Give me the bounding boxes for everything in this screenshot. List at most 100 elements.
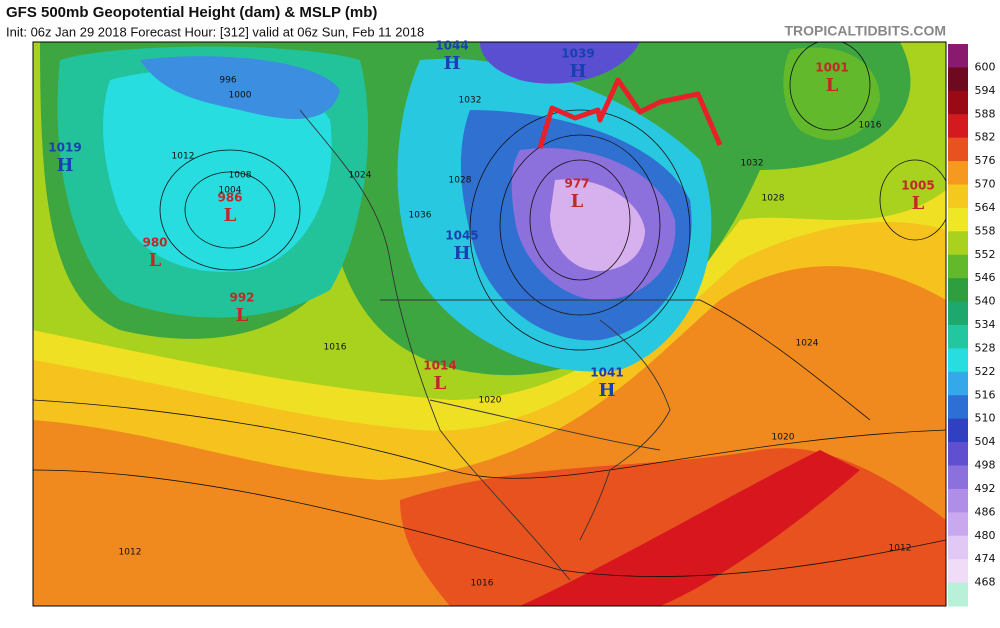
isobar-label: 1008 <box>229 171 252 181</box>
colorbar-bin <box>948 465 968 490</box>
colorbar-bin <box>948 535 968 560</box>
isobar-label: 1024 <box>796 339 819 349</box>
colorbar-bin <box>948 90 968 115</box>
colorbar-bin <box>948 301 968 326</box>
isobar <box>529 159 631 281</box>
colorbar-label: 516 <box>975 388 996 401</box>
colorbar-bin <box>948 231 968 256</box>
colorbar-bin <box>948 254 968 279</box>
colorbar-bin <box>948 442 968 466</box>
colorbar: 600 594 588 582 576 570 564 558 552 546 540 534 528 5… <box>948 44 996 607</box>
isobar-labels: 1012 1008 1004 1000 996 1016 1024 1028 1032 1036 1… <box>119 76 912 589</box>
colorbar-label: 588 <box>975 107 996 120</box>
colorbar-bin <box>948 512 968 537</box>
colorbar-label: 600 <box>975 60 996 73</box>
colorbar-bin <box>948 418 968 443</box>
isobar-label: 1016 <box>324 343 347 353</box>
colorbar-label: 552 <box>975 248 996 261</box>
colorbar-bin <box>948 184 968 209</box>
isobar-label: 1028 <box>762 194 785 204</box>
coastline <box>579 319 671 541</box>
isobar-label: 1032 <box>741 159 764 169</box>
center-value: 1001 <box>815 61 848 75</box>
center-value: 992 <box>229 291 254 305</box>
map-frame <box>32 41 947 607</box>
site-name: TROPICALTIDBITS.COM <box>784 23 946 39</box>
title: GFS 500mb Geopotential Height (dam) & MS… <box>6 4 377 21</box>
colorbar-bin <box>948 161 968 185</box>
colorbar-label: 558 <box>975 224 996 237</box>
colorbar-bin <box>948 488 968 513</box>
center-value: 980 <box>142 236 167 250</box>
colorbar-label: 582 <box>975 131 996 144</box>
isobar-label: 996 <box>219 76 236 86</box>
isobar <box>789 42 871 131</box>
isobar <box>184 171 276 249</box>
isobar <box>499 134 661 316</box>
colorbar-bin <box>948 137 968 162</box>
isobar-label: 1028 <box>449 176 472 186</box>
colorbar-label: 486 <box>975 505 996 518</box>
field-558 <box>783 47 880 140</box>
colorbar-bin <box>948 371 968 396</box>
colorbar-label: 474 <box>975 552 996 565</box>
colorbar-bin <box>948 582 968 607</box>
colorbar-label: 480 <box>975 529 996 542</box>
center-value: 1019 <box>48 141 81 155</box>
map <box>33 42 946 606</box>
colorbar-label: 510 <box>975 412 996 425</box>
field-510 <box>480 42 640 84</box>
center-value: 1041 <box>590 366 623 380</box>
center-letter: L <box>224 205 237 226</box>
isobar-label: 1012 <box>172 152 195 162</box>
colorbar-label: 498 <box>975 459 996 472</box>
isobar <box>33 399 946 479</box>
colorbar-label: 528 <box>975 341 996 354</box>
center-value: 977 <box>564 177 589 191</box>
center-value: 1044 <box>435 39 468 53</box>
isobar-label: 1012 <box>889 544 912 554</box>
coastline <box>299 109 571 581</box>
isobar-label: 1004 <box>219 186 242 196</box>
isobar <box>469 109 691 351</box>
center-letter: H <box>453 243 470 264</box>
colorbar-bin <box>948 559 968 584</box>
center-letter: H <box>56 155 73 176</box>
colorbar-bin <box>948 67 968 92</box>
center-letter: L <box>236 305 249 326</box>
border <box>380 299 700 451</box>
colorbar-bin <box>948 44 968 68</box>
center-letter: L <box>434 373 447 394</box>
colorbar-bin <box>948 348 968 373</box>
colorbar-bin <box>948 207 968 232</box>
isobar-label: 1036 <box>409 211 432 221</box>
colorbar-label: 522 <box>975 365 996 378</box>
colorbar-label: 546 <box>975 271 996 284</box>
center-letter: L <box>912 193 925 214</box>
center-letter: H <box>443 53 460 74</box>
center-value: 1014 <box>423 359 456 373</box>
isobar-label: 1020 <box>479 396 502 406</box>
isobar-label: 1024 <box>349 171 372 181</box>
subtitle: Init: 06z Jan 29 2018 Forecast Hour: [31… <box>6 24 424 39</box>
isobars <box>33 42 946 577</box>
center-value: 1045 <box>445 229 478 243</box>
center-letter: L <box>149 250 162 271</box>
center-value: 1005 <box>901 179 934 193</box>
colorbar-label: 504 <box>975 435 996 448</box>
colorbar-label: 492 <box>975 482 996 495</box>
isobar-label: 1016 <box>471 579 494 589</box>
isobar-label: 1012 <box>119 548 142 558</box>
center-letter: L <box>571 191 584 212</box>
colorbar-bin <box>948 114 968 139</box>
colorbar-label: 468 <box>975 576 996 589</box>
field-534 <box>103 70 332 272</box>
annotation-line <box>537 77 723 149</box>
colorbar-bin <box>948 325 968 349</box>
isobar <box>33 469 946 577</box>
colorbar-bin <box>948 278 968 303</box>
center-letter: H <box>598 380 615 401</box>
coastlines <box>299 109 700 581</box>
colorbar-bin <box>948 395 968 420</box>
